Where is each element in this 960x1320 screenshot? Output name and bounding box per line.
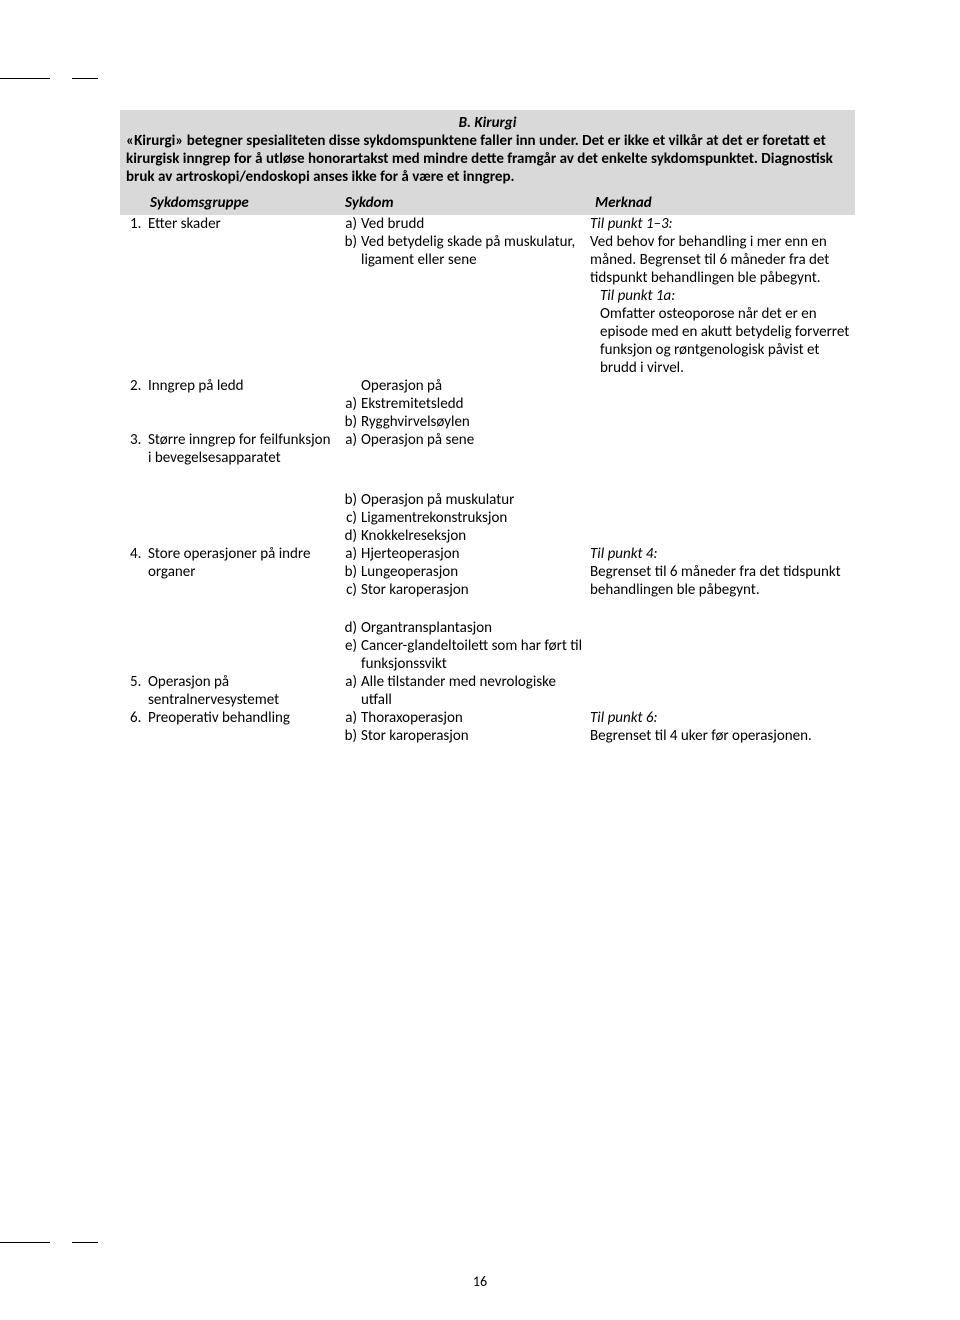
item-text: Ligamentrekonstruksjon — [361, 509, 507, 527]
section-title: B. Kirurgi — [126, 114, 849, 132]
item-letter: d) — [335, 527, 361, 545]
row-number: 6. — [130, 709, 148, 727]
item-text: Rygghvirvelsøylen — [361, 413, 470, 431]
item-letter: b) — [335, 727, 361, 745]
group-cell: 2.Inngrep på ledd — [120, 377, 335, 395]
section-intro: «Kirurgi» betegner spesialiteten disse s… — [126, 132, 849, 186]
item-letter: a) — [335, 545, 361, 563]
item-text: Organtransplantasjon — [361, 619, 492, 637]
group-name: Større inngrep for feilfunksjon i bevege… — [148, 431, 335, 467]
sykdom-cell: a)Alle tilstander med nevrologiske utfal… — [335, 673, 590, 709]
item-letter: b) — [335, 413, 361, 431]
table-row: 2.Inngrep på ledd Operasjon på a)Ekstrem… — [120, 377, 855, 431]
table-row: 4.Store operasjoner på indre organer a)H… — [120, 545, 855, 673]
item-letter: c) — [335, 581, 361, 599]
section-header-block: B. Kirurgi «Kirurgi» betegner spesialite… — [120, 110, 855, 192]
group-cell: 6.Preoperativ behandling — [120, 709, 335, 727]
sykdom-cell: a)Thoraxoperasjon b)Stor karoperasjon — [335, 709, 590, 745]
note-title: Til punkt 1–3: — [590, 215, 851, 233]
item-letter: a) — [335, 673, 361, 709]
group-name: Inngrep på ledd — [148, 377, 244, 395]
merknad-cell: Til punkt 1–3: Ved behov for behandling … — [590, 215, 855, 377]
row-number: 1. — [130, 215, 148, 233]
lead-text: Operasjon på — [335, 377, 590, 395]
item-text: Ved betydelig skade på muskulatur, ligam… — [361, 233, 590, 269]
item-text: Stor karoperasjon — [361, 581, 469, 599]
row-number: 2. — [130, 377, 148, 395]
item-letter: a) — [335, 709, 361, 727]
merknad-cell: Til punkt 4: Begrenset til 6 måneder fra… — [590, 545, 855, 599]
note-text: Begrenset til 6 måneder fra det tidspunk… — [590, 563, 851, 599]
group-name: Etter skader — [148, 215, 221, 233]
item-letter: b) — [335, 233, 361, 269]
item-text: Alle tilstander med nevrologiske utfall — [361, 673, 590, 709]
row-number: 3. — [130, 431, 148, 467]
group-cell: 1.Etter skader — [120, 215, 335, 233]
row-number: 4. — [130, 545, 148, 581]
sykdom-cell: a)Hjerteoperasjon b)Lungeoperasjon c)Sto… — [335, 545, 590, 673]
item-letter: a) — [335, 215, 361, 233]
item-letter: e) — [335, 637, 361, 673]
document-page: B. Kirurgi «Kirurgi» betegner spesialite… — [0, 0, 960, 1320]
sykdom-cell: a)Operasjon på sene b)Operasjon på musku… — [335, 431, 590, 545]
table-header: Sykdomsgruppe Sykdom Merknad — [120, 192, 855, 215]
header-col-1: Sykdomsgruppe — [150, 194, 345, 212]
item-text: Hjerteoperasjon — [361, 545, 460, 563]
crop-mark — [72, 78, 98, 79]
item-text: Operasjon på muskulatur — [361, 491, 590, 509]
item-text: Operasjon på sene — [361, 431, 474, 449]
group-name: Preoperativ behandling — [148, 709, 335, 727]
page-number: 16 — [0, 1273, 960, 1290]
header-col-3: Merknad — [595, 194, 849, 212]
item-text: Knokkelreseksjon — [361, 527, 466, 545]
row-number: 5. — [130, 673, 148, 709]
note-text: Omfatter osteoporose når det er en episo… — [590, 305, 851, 377]
item-text: Cancer-glandeltoilett som har ført til f… — [361, 637, 590, 673]
group-name: Store operasjoner på indre organer — [148, 545, 335, 581]
group-cell: 4.Store operasjoner på indre organer — [120, 545, 335, 581]
group-cell: 5.Operasjon på sentralnervesystemet — [120, 673, 335, 709]
group-cell: 3.Større inngrep for feilfunksjon i beve… — [120, 431, 335, 467]
note-title: Til punkt 6: — [590, 709, 851, 727]
item-letter: b) — [335, 563, 361, 581]
item-letter: a) — [335, 395, 361, 413]
note-text: Begrenset til 4 uker før operasjonen. — [590, 727, 851, 745]
sykdom-cell: a)Ved brudd b)Ved betydelig skade på mus… — [335, 215, 590, 269]
crop-mark — [0, 1242, 50, 1243]
item-text: Thoraxoperasjon — [361, 709, 463, 727]
merknad-cell: Til punkt 6: Begrenset til 4 uker før op… — [590, 709, 855, 745]
item-letter: c) — [335, 509, 361, 527]
table-row: 5.Operasjon på sentralnervesystemet a)Al… — [120, 673, 855, 709]
header-col-2: Sykdom — [345, 194, 595, 212]
item-text: Stor karoperasjon — [361, 727, 469, 745]
item-letter: d) — [335, 619, 361, 637]
item-text: Ekstremitetsledd — [361, 395, 463, 413]
crop-mark — [72, 1242, 98, 1243]
item-text: Ved brudd — [361, 215, 424, 233]
table-row: 1.Etter skader a)Ved brudd b)Ved betydel… — [120, 215, 855, 377]
note-text: Ved behov for behandling i mer enn en må… — [590, 233, 851, 287]
item-letter: a) — [335, 431, 361, 449]
note-title: Til punkt 4: — [590, 545, 851, 563]
group-name: Operasjon på sentralnervesystemet — [148, 673, 335, 709]
item-letter: b) — [335, 491, 361, 509]
sykdom-cell: Operasjon på a)Ekstremitetsledd b)Rygghv… — [335, 377, 590, 431]
note-title: Til punkt 1a: — [590, 287, 851, 305]
table-row: 3.Større inngrep for feilfunksjon i beve… — [120, 431, 855, 545]
table-row: 6.Preoperativ behandling a)Thoraxoperasj… — [120, 709, 855, 745]
crop-mark — [0, 78, 50, 79]
item-text: Lungeoperasjon — [361, 563, 458, 581]
